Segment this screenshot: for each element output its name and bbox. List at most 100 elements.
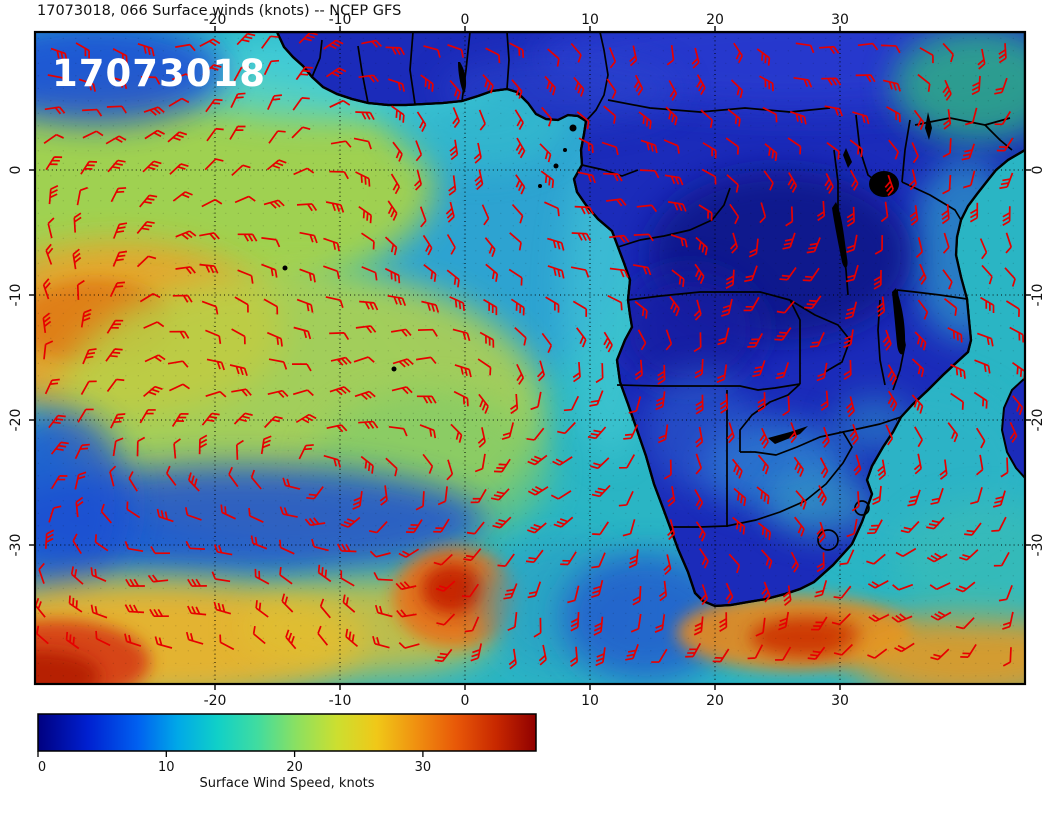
wind-barb [1005, 232, 1012, 254]
wind-barb [422, 234, 433, 256]
wind-barb [296, 298, 314, 313]
wind-barb [657, 424, 669, 444]
wind-barb [50, 441, 69, 455]
wind-barb [508, 648, 517, 670]
wind-barb [914, 426, 923, 448]
colorbar-label: Surface Wind Speed, knots [199, 776, 374, 791]
wind-barb [228, 466, 239, 488]
wind-barb [819, 457, 829, 479]
wind-barb [816, 552, 825, 573]
wind-barb [695, 521, 706, 542]
wind-barb [914, 331, 927, 351]
wind-barb [45, 243, 54, 265]
wind-barb [671, 269, 685, 288]
wind-barb [124, 541, 144, 553]
wind-barb [894, 642, 915, 653]
wind-barb [263, 59, 280, 76]
wind-barb [760, 549, 773, 569]
wind-barb [379, 485, 388, 506]
wind-barb [919, 47, 934, 64]
wind-barb [964, 522, 982, 536]
wind-barb [219, 634, 235, 651]
wind-barb [977, 332, 994, 347]
wind-barb [887, 364, 897, 386]
wind-barb [698, 204, 713, 221]
colorbar: 0 10 20 30 Surface Wind Speed, knots [37, 713, 537, 791]
wind-barb [887, 390, 898, 412]
wind-barb [943, 298, 958, 316]
wind-barb [991, 516, 1007, 532]
wind-barb [390, 173, 401, 195]
wind-barb [74, 471, 87, 490]
wind-barb [877, 459, 887, 481]
wind-barb [311, 538, 329, 552]
wind-barb [960, 643, 977, 658]
wind-barb [105, 348, 123, 362]
axis-right: 0 -10 -20 -30 [1025, 166, 1046, 556]
wind-barb [619, 454, 636, 469]
wind-barb [136, 436, 146, 457]
wind-barb [447, 43, 464, 58]
wind-barb [950, 363, 966, 379]
wind-barb [544, 201, 560, 217]
wind-barb [36, 625, 49, 645]
wind-barb [233, 412, 253, 425]
wind-barb [657, 364, 666, 385]
wind-barb [296, 203, 318, 212]
wind-barb [47, 217, 55, 239]
wind-barb [632, 264, 652, 276]
wind-barb [330, 140, 352, 148]
wind-barb [1002, 647, 1012, 667]
wind-barb [540, 170, 555, 189]
wind-barb [550, 490, 572, 500]
wind-barb [787, 137, 802, 155]
wind-barb [816, 362, 828, 382]
wind-barb [482, 74, 494, 94]
wind-barb [973, 391, 988, 409]
wind-barb [632, 586, 642, 606]
wind-barb [345, 628, 359, 648]
wind-barb [493, 458, 511, 473]
wind-barb [526, 427, 545, 441]
wind-barb [100, 503, 112, 524]
wind-barb [285, 629, 297, 650]
wind-barb [628, 549, 639, 569]
wind-barb [436, 613, 456, 626]
wind-barb [669, 296, 680, 317]
wind-barb [843, 329, 854, 349]
wind-barb [449, 296, 466, 311]
wind-barb [976, 454, 984, 476]
wind-barb [109, 76, 128, 90]
wind-barb [757, 522, 772, 541]
wind-barb [930, 611, 952, 621]
wind-barb [76, 279, 85, 300]
wind-barb [329, 386, 351, 396]
wind-barb [113, 222, 128, 239]
wind-barb [843, 359, 852, 380]
wind-barb [930, 648, 950, 661]
wind-barb [974, 359, 991, 374]
wind-barb [95, 630, 111, 647]
wind-barb [981, 264, 993, 285]
lat-tick-label-left: -20 [8, 409, 24, 432]
wind-barb [1009, 326, 1025, 343]
wind-barb [606, 78, 617, 99]
wind-barb [732, 516, 746, 535]
wind-barb [358, 74, 379, 83]
wind-barb [44, 106, 66, 115]
wind-barb [126, 501, 141, 519]
wind-barb [717, 327, 730, 346]
wind-barb [234, 195, 256, 204]
wind-barb [857, 42, 879, 51]
wind-barb [915, 237, 923, 258]
wind-barb [390, 328, 412, 337]
wind-barb [156, 508, 174, 523]
wind-barb [963, 170, 976, 189]
wind-barb [695, 394, 704, 415]
wind-barb [317, 564, 332, 583]
wind-barb [481, 204, 490, 226]
wind-barb [454, 364, 472, 378]
wind-barb [793, 76, 813, 88]
wind-barb [406, 519, 423, 534]
wind-barb [385, 46, 405, 56]
